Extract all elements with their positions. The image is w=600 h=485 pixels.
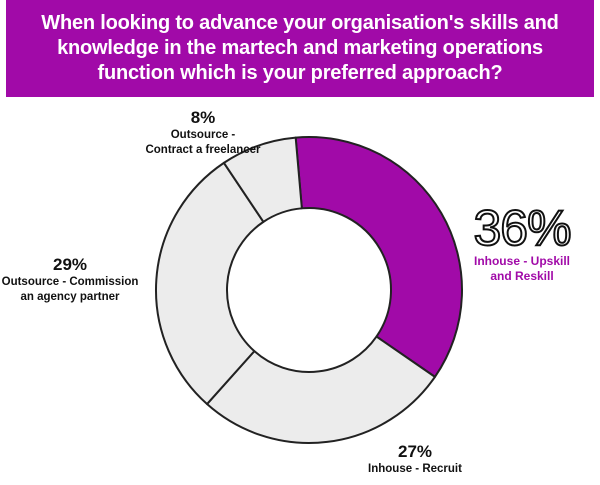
slice-percent: 29% bbox=[52, 255, 88, 274]
title-banner: When looking to advance your organisatio… bbox=[6, 0, 594, 97]
donut-slice-1 bbox=[206, 335, 436, 444]
chart-title: When looking to advance your organisatio… bbox=[41, 12, 559, 84]
slice-category-line2: and Reskill bbox=[490, 269, 554, 283]
slice-label-inhouse-recruit: 27% Inhouse - Recruit bbox=[350, 442, 480, 477]
slice-label-inhouse-upskill: 36% Inhouse - Upskill and Reskill bbox=[452, 200, 592, 284]
slice-percent: 36% bbox=[472, 200, 572, 256]
slice-label-outsource-agency: 29% Outsource - Commission an agency par… bbox=[0, 255, 140, 305]
slice-category: Outsource - Commission bbox=[1, 276, 139, 288]
donut-slice-2 bbox=[155, 161, 265, 406]
donut-slice-3 bbox=[222, 136, 303, 223]
slice-category-line2: an agency partner bbox=[20, 291, 120, 303]
slice-category-line2: Contract a freelancer bbox=[145, 144, 261, 156]
slice-label-outsource-freelancer: 8% Outsource - Contract a freelancer bbox=[118, 108, 288, 158]
donut-slice-0 bbox=[294, 136, 463, 378]
slice-percent: 8% bbox=[190, 108, 216, 127]
slice-category: Inhouse - Recruit bbox=[368, 463, 462, 475]
slice-category: Inhouse - Upskill bbox=[473, 254, 570, 268]
slice-category: Outsource - bbox=[170, 129, 236, 141]
slice-percent: 27% bbox=[397, 442, 433, 461]
